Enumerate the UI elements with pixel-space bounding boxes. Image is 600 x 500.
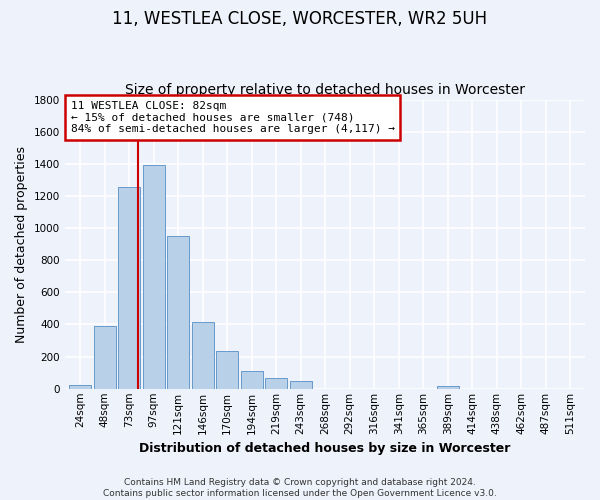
Bar <box>143 164 164 389</box>
Bar <box>69 384 91 389</box>
Bar <box>118 187 140 389</box>
Bar <box>167 236 189 389</box>
Y-axis label: Number of detached properties: Number of detached properties <box>15 146 28 342</box>
Text: 11, WESTLEA CLOSE, WORCESTER, WR2 5UH: 11, WESTLEA CLOSE, WORCESTER, WR2 5UH <box>112 10 488 28</box>
Bar <box>241 371 263 389</box>
Bar <box>437 386 459 389</box>
Title: Size of property relative to detached houses in Worcester: Size of property relative to detached ho… <box>125 83 525 97</box>
Bar <box>94 326 116 389</box>
X-axis label: Distribution of detached houses by size in Worcester: Distribution of detached houses by size … <box>139 442 511 455</box>
Text: 11 WESTLEA CLOSE: 82sqm
← 15% of detached houses are smaller (748)
84% of semi-d: 11 WESTLEA CLOSE: 82sqm ← 15% of detache… <box>71 101 395 134</box>
Bar <box>265 378 287 389</box>
Bar <box>216 351 238 389</box>
Bar <box>191 322 214 389</box>
Text: Contains HM Land Registry data © Crown copyright and database right 2024.
Contai: Contains HM Land Registry data © Crown c… <box>103 478 497 498</box>
Bar <box>290 380 311 389</box>
